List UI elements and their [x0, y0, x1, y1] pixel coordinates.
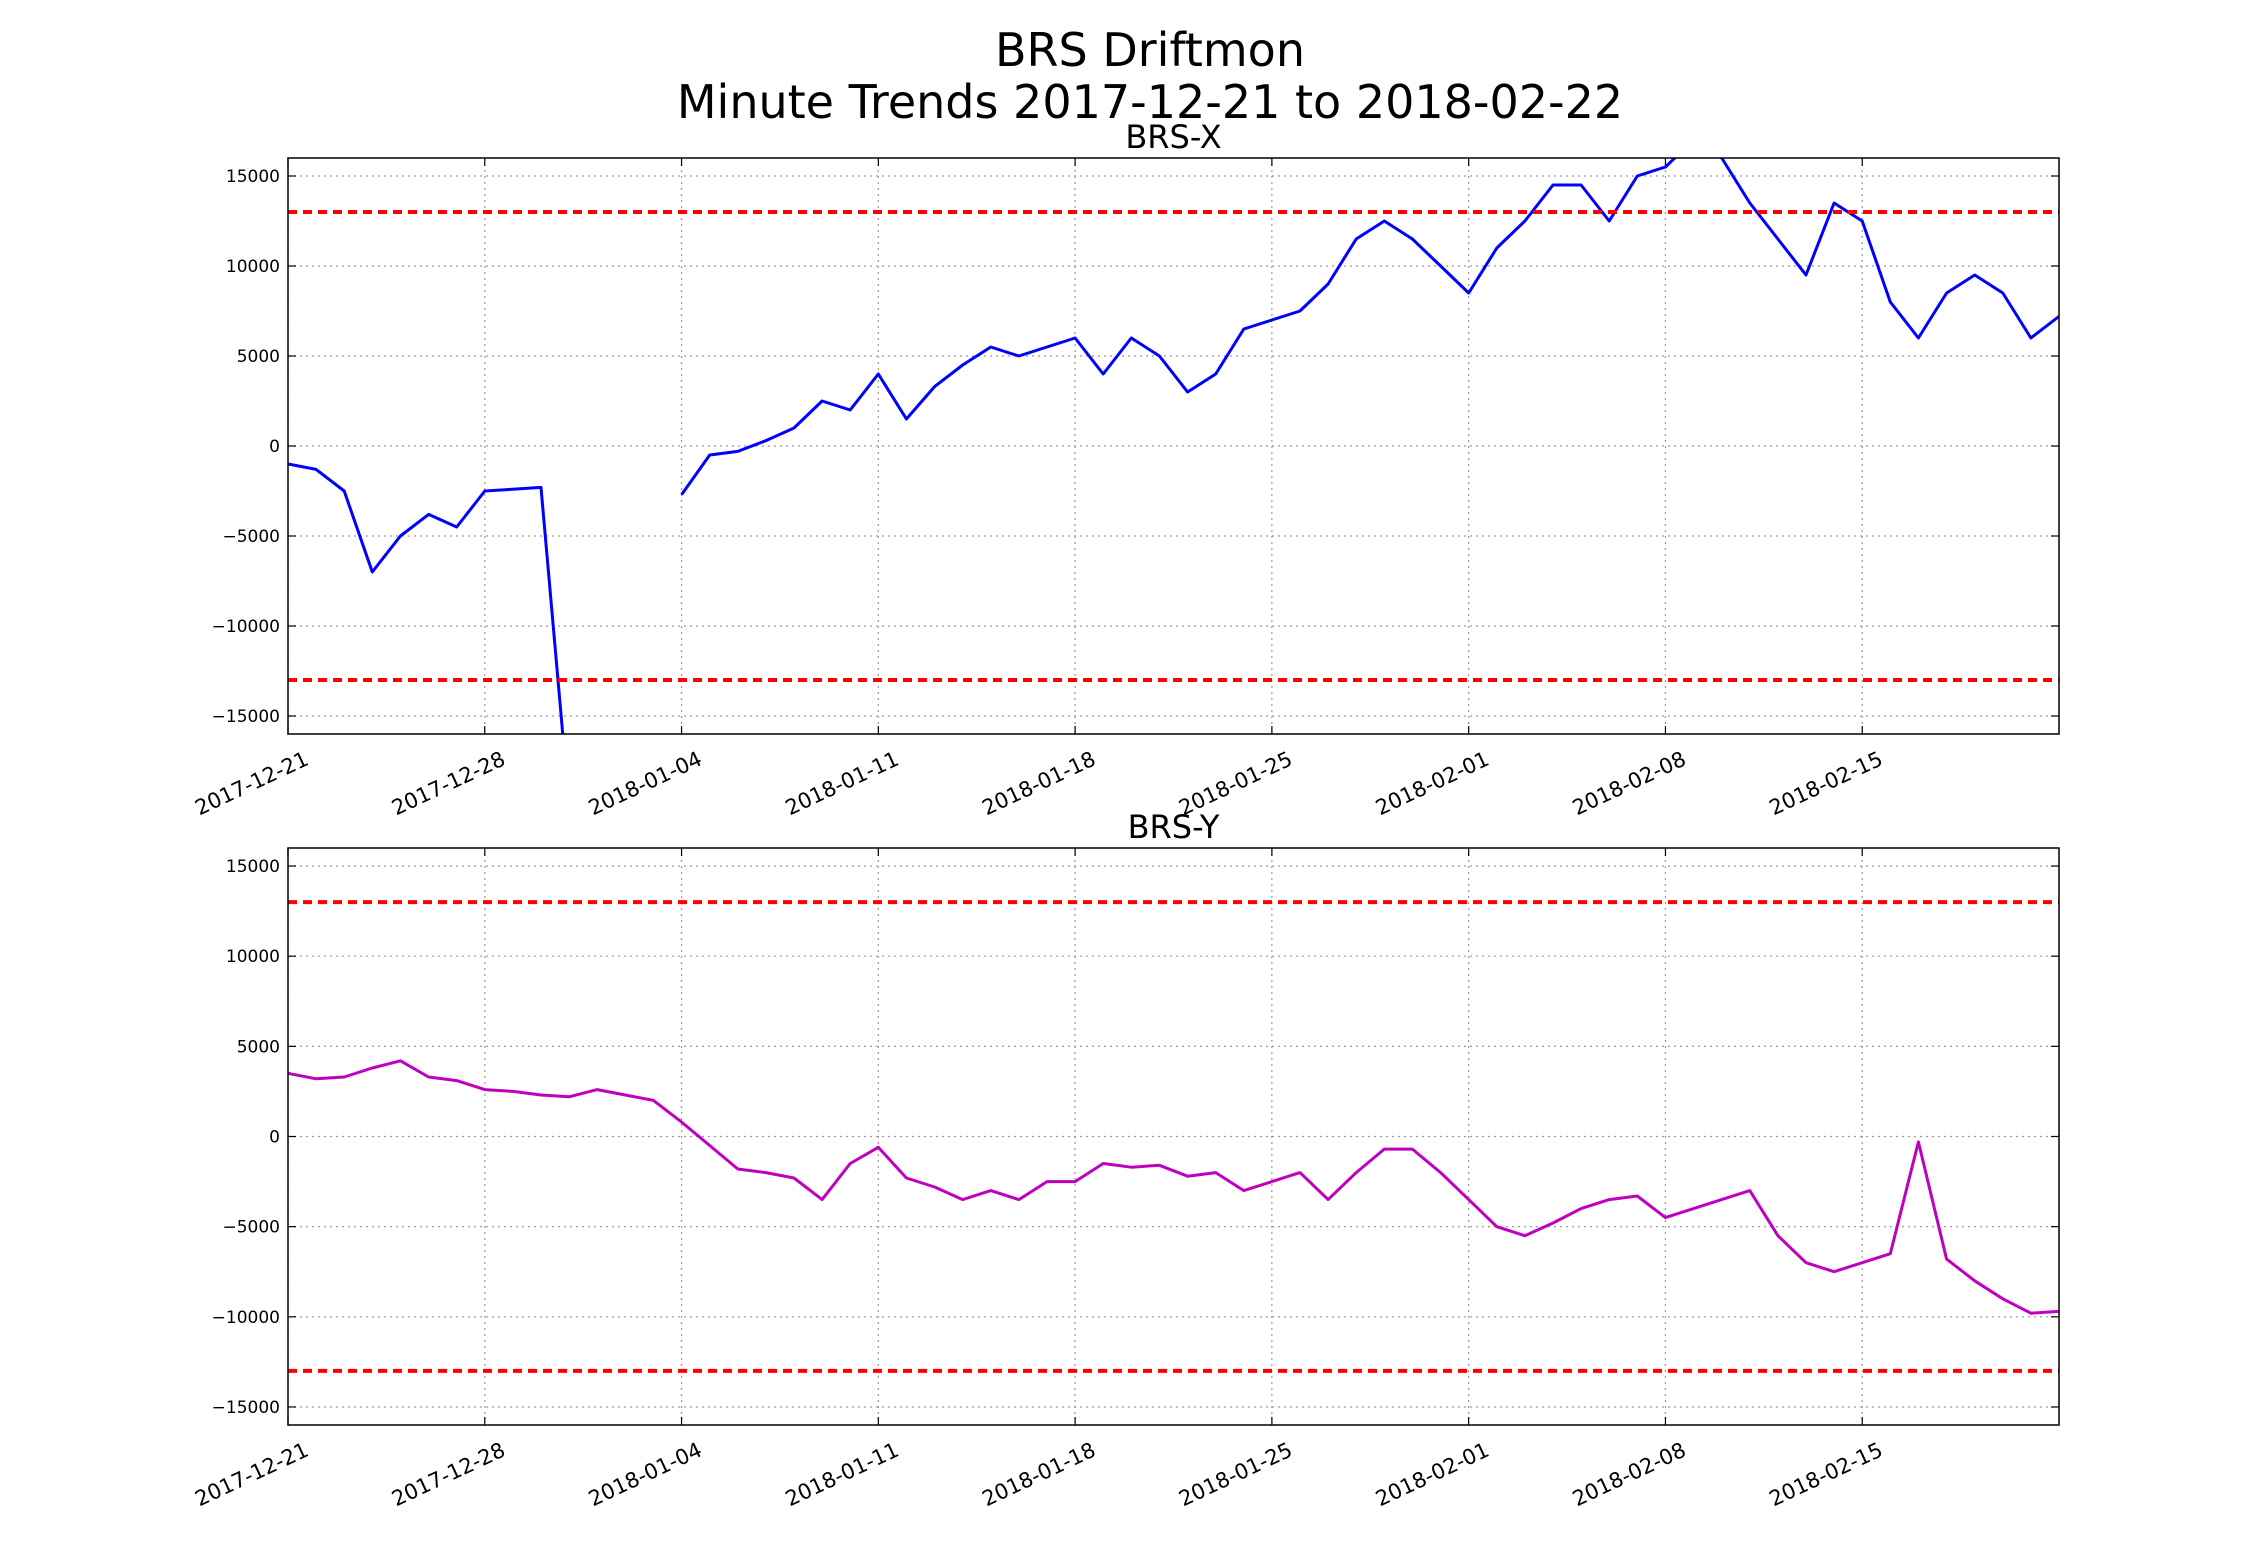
data-line	[288, 158, 2059, 734]
figure-subtitle: Minute Trends 2017-12-21 to 2018-02-22	[677, 75, 1623, 129]
plot-frame	[287, 847, 2060, 1426]
plot-area	[288, 900, 2059, 1373]
x-tick-label: 2017-12-28	[388, 1438, 509, 1511]
x-tick-label: 2018-01-11	[782, 747, 903, 820]
x-tick-label: 2018-01-11	[782, 1438, 903, 1511]
y-tick-label: −5000	[222, 527, 280, 547]
x-tick-label: 2018-02-01	[1372, 1438, 1493, 1511]
y-tick-label: 0	[269, 437, 280, 457]
x-tick-label: 2018-01-04	[585, 1438, 706, 1511]
x-tick-label: 2018-02-15	[1766, 747, 1887, 820]
x-tick-label: 2018-01-04	[585, 747, 706, 820]
y-tick-label: 15000	[226, 857, 280, 877]
y-tick-label: 10000	[226, 257, 280, 277]
x-tick-label: 2018-01-18	[978, 1438, 1099, 1511]
figure-title: BRS Driftmon	[995, 23, 1305, 77]
y-tick-label: 15000	[226, 167, 280, 187]
plot-frame	[287, 157, 2060, 735]
x-tick-label: 2018-02-08	[1569, 1438, 1690, 1511]
plot: BRS-X −15000 −10000 −5000 0 5000 10000 15000 201…	[191, 118, 2060, 820]
x-tick-label: 2017-12-21	[191, 1438, 312, 1511]
y-tick-label: −15000	[212, 707, 280, 727]
x-tick-label: 2018-01-25	[1175, 1438, 1296, 1511]
plot: BRS-Y −15000 −10000 −5000 0 5000 10000 15000 201…	[191, 808, 2060, 1511]
y-tick-label: −10000	[212, 617, 280, 637]
x-tick-label: 2018-02-08	[1569, 747, 1690, 820]
subplot-title: BRS-X	[1125, 118, 1221, 156]
plot-area	[288, 158, 2059, 734]
y-tick-label: −15000	[212, 1398, 280, 1418]
y-tick-label: 10000	[226, 947, 280, 967]
y-tick-label: −5000	[222, 1218, 280, 1238]
x-tick-label: 2018-02-15	[1766, 1438, 1887, 1511]
data-line	[288, 1059, 2059, 1315]
y-tick-label: −10000	[212, 1308, 280, 1328]
subplot-title: BRS-Y	[1128, 808, 1220, 846]
y-tick-label: 5000	[237, 347, 280, 367]
x-tick-label: 2018-01-18	[978, 747, 1099, 820]
x-tick-label: 2017-12-21	[191, 747, 312, 820]
x-tick-label: 2017-12-28	[388, 747, 509, 820]
y-tick-label: 0	[269, 1128, 280, 1148]
y-tick-label: 5000	[237, 1037, 280, 1057]
x-tick-label: 2018-02-01	[1372, 747, 1493, 820]
